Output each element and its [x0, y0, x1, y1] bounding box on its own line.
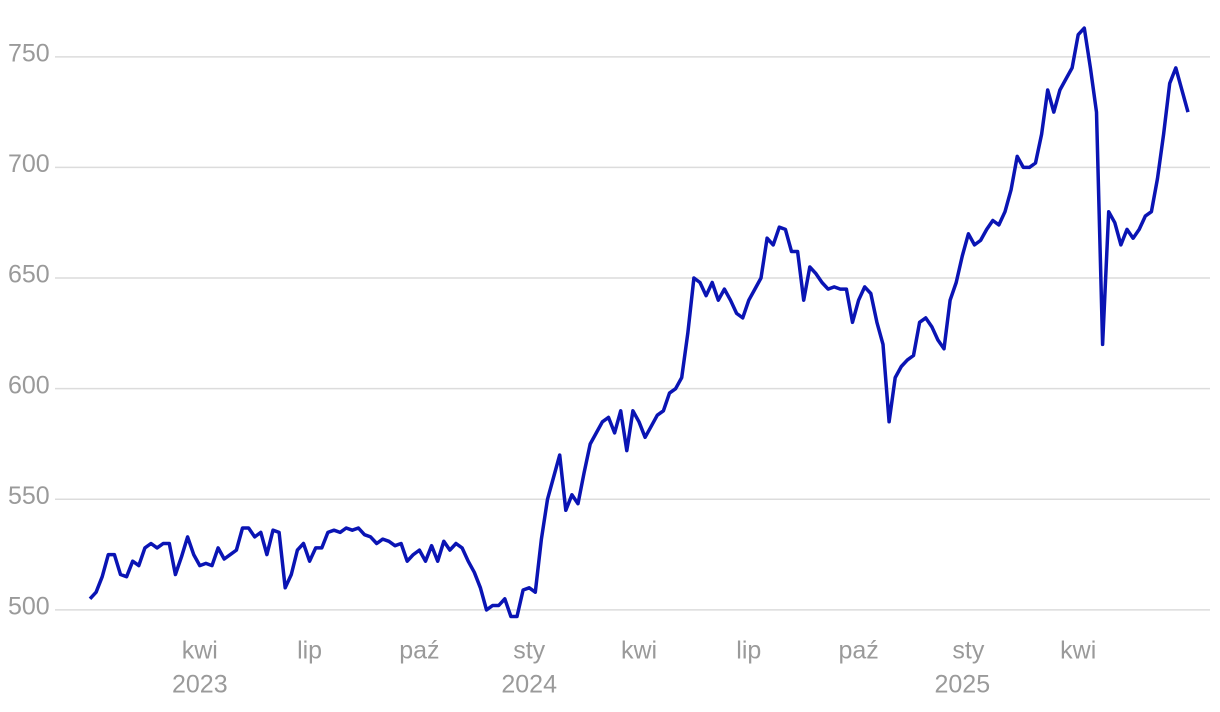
y-tick-label: 750 [8, 39, 50, 67]
x-tick-label: sty [952, 637, 984, 665]
x-year-label: 2024 [501, 671, 557, 699]
x-tick-label: kwi [182, 637, 218, 665]
x-tick-label: paź [838, 637, 878, 665]
x-tick-label: lip [736, 637, 761, 665]
x-tick-label: paź [399, 637, 439, 665]
y-tick-label: 700 [8, 150, 50, 178]
x-year-label: 2023 [172, 671, 228, 699]
x-tick-label: kwi [1060, 637, 1096, 665]
y-tick-label: 600 [8, 371, 50, 399]
y-tick-label: 550 [8, 482, 50, 510]
y-tick-label: 500 [8, 592, 50, 620]
y-tick-label: 650 [8, 261, 50, 289]
x-tick-label: sty [513, 637, 545, 665]
x-tick-label: lip [297, 637, 322, 665]
price-line [88, 26, 1190, 619]
x-year-label: 2025 [934, 671, 990, 699]
x-tick-label: kwi [621, 637, 657, 665]
